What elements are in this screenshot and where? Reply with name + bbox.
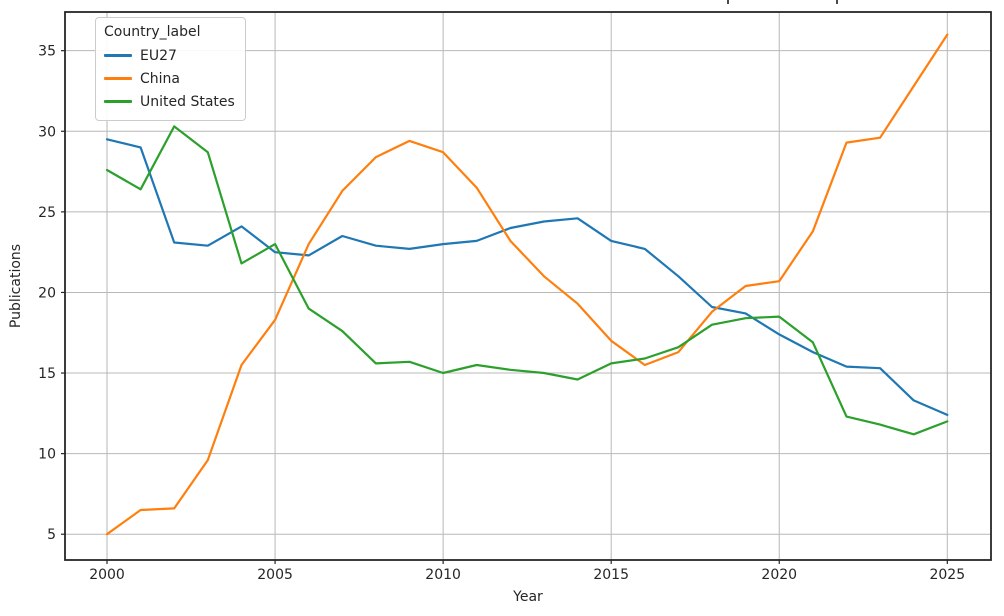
legend-entry-united-states: United States	[103, 90, 237, 113]
legend-label: United States	[140, 93, 235, 110]
legend-entry-eu27: EU27	[103, 44, 237, 67]
legend-title: Country_label	[104, 24, 201, 40]
x-axis-title: Year	[513, 589, 543, 605]
x-tick-label: 2005	[257, 567, 293, 583]
legend-line-swatch	[104, 77, 132, 80]
y-tick-label: 5	[47, 527, 56, 543]
y-tick-label: 20	[38, 285, 56, 301]
series-line-china	[105, 33, 949, 536]
x-tick-label: 2020	[761, 567, 797, 583]
y-axis-title: Publications	[8, 243, 24, 329]
series-line-united-states	[105, 125, 949, 436]
y-tick-label: 35	[38, 44, 56, 60]
legend-line-swatch	[104, 100, 132, 103]
legend: Country_label EU27 China United States	[95, 17, 246, 121]
x-tick-labels: 2000 2005 2010 2015 2020 2025	[89, 560, 965, 583]
y-tick-label: 30	[38, 124, 56, 140]
x-tick-label: 2015	[593, 567, 629, 583]
title-descender-mark	[836, 0, 838, 4]
legend-entry-china: China	[103, 67, 237, 90]
y-tick-label: 15	[38, 366, 56, 382]
y-tick-label: 10	[38, 447, 56, 463]
title-descender-mark	[727, 0, 729, 4]
legend-line-swatch	[104, 54, 132, 57]
legend-label: EU27	[140, 47, 177, 64]
legend-label: China	[140, 70, 180, 87]
x-tick-label: 2000	[89, 567, 125, 583]
y-tick-label: 25	[38, 205, 56, 221]
axes-frame	[64, 11, 992, 561]
series-line-eu27	[105, 138, 949, 416]
x-tick-label: 2010	[425, 567, 461, 583]
x-tick-label: 2025	[929, 567, 965, 583]
y-tick-labels: 5 10 15 20 25 30 35	[38, 44, 65, 543]
